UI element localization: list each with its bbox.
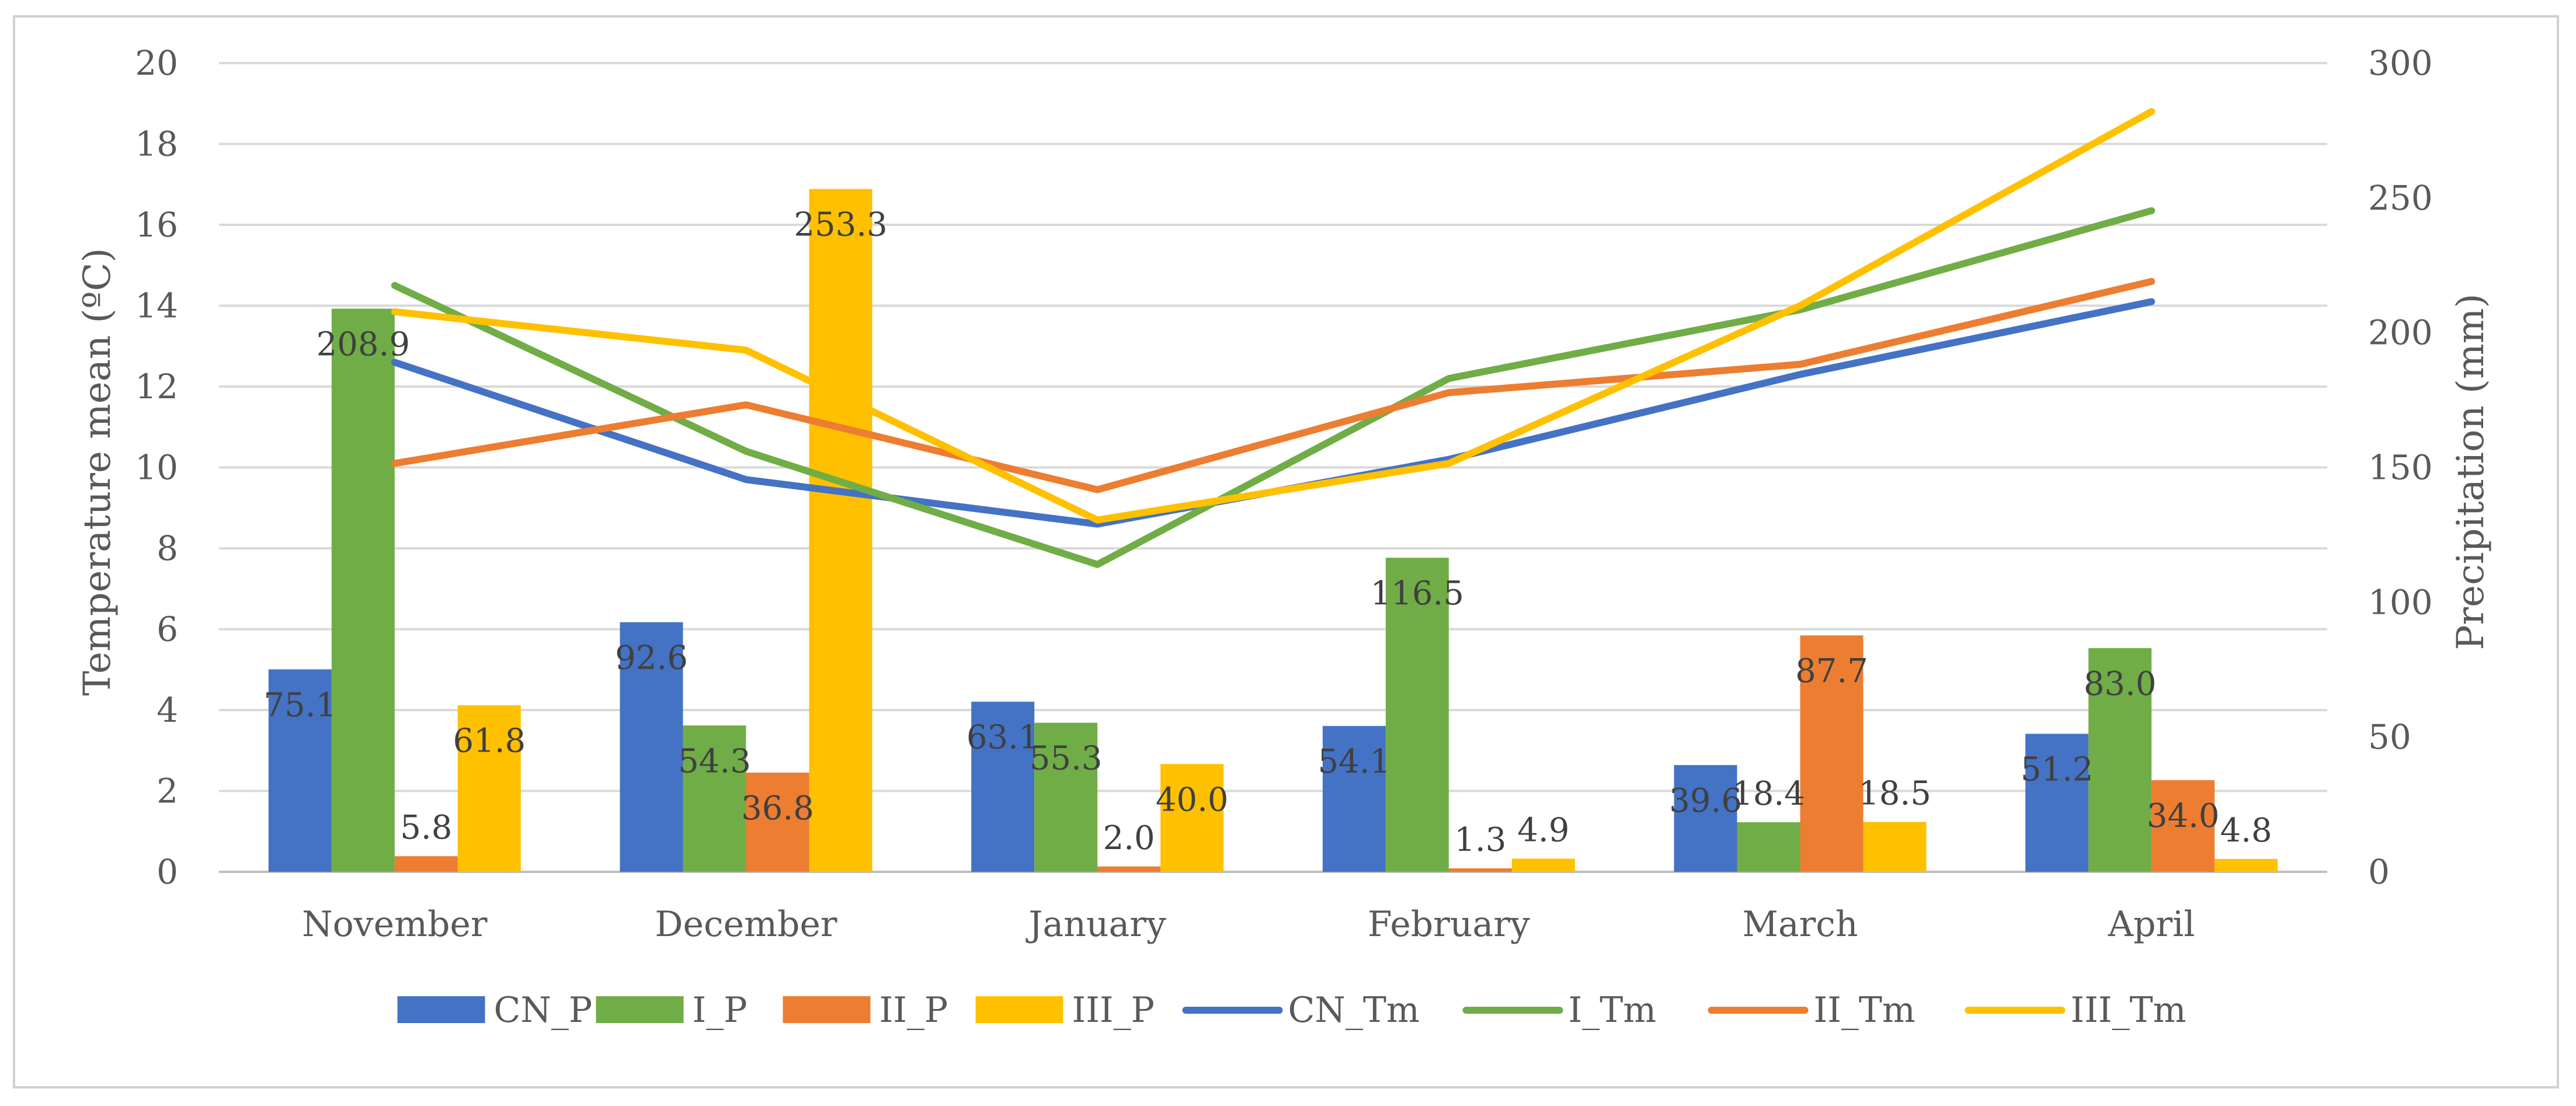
legend-label: III_Tm <box>2071 990 2186 1031</box>
data-label: 36.8 <box>741 789 814 827</box>
legend-label: CN_P <box>494 990 593 1031</box>
data-label: 39.6 <box>1669 782 1742 820</box>
data-label: 87.7 <box>1795 652 1868 690</box>
bar-cn-p <box>620 622 683 872</box>
bar-iii-p <box>2215 858 2278 872</box>
bar-ii-p <box>1800 635 1864 872</box>
bar-cn-p <box>1674 765 1737 872</box>
y-tick-label: 10 <box>135 448 178 488</box>
left-axis-ticks: 0 2 4 6 8 10 12 14 16 18 20 <box>135 43 178 892</box>
x-tick-label: November <box>302 904 488 945</box>
line-i-tm <box>391 207 2156 568</box>
y2-tick-label: 0 <box>2368 852 2390 892</box>
x-tick-label: March <box>1742 904 1858 945</box>
bar-i-p <box>2088 648 2152 872</box>
x-tick-label: April <box>2108 904 2195 945</box>
y-tick-label: 4 <box>157 690 178 730</box>
y2-tick-label: 300 <box>2368 43 2433 83</box>
category-axis: November December January February March Apri… <box>302 904 2195 945</box>
data-label: 208.9 <box>317 326 410 364</box>
legend-label: II_P <box>879 990 948 1031</box>
bar-ii-p <box>2151 780 2215 872</box>
bar-ii-p <box>1448 868 1512 872</box>
y-tick-label: 20 <box>135 43 178 83</box>
line-series <box>391 108 2156 568</box>
y-tick-label: 12 <box>135 367 178 406</box>
bar-iii-p <box>457 705 521 872</box>
legend-label: II_Tm <box>1814 990 1916 1031</box>
y-tick-label: 6 <box>157 610 178 649</box>
bar-cn-p <box>268 669 332 872</box>
legend-label: I_Tm <box>1569 990 1657 1031</box>
x-tick-label: December <box>655 904 837 945</box>
bar-iii-p <box>1863 822 1927 872</box>
y2-tick-label: 250 <box>2368 178 2433 218</box>
right-axis-ticks: 0 50 100 150 200 250 300 <box>2368 43 2433 892</box>
y2-tick-label: 100 <box>2368 582 2433 622</box>
data-label: 63.1 <box>967 719 1040 757</box>
y-tick-label: 8 <box>157 528 178 568</box>
y-tick-label: 2 <box>157 771 178 811</box>
data-label: 92.6 <box>615 639 688 677</box>
bar-ii-p <box>746 773 809 872</box>
y-tick-label: 0 <box>157 852 178 892</box>
y2-tick-label: 150 <box>2368 448 2433 488</box>
data-label: 83.0 <box>2084 665 2157 703</box>
data-label: 55.3 <box>1030 740 1103 778</box>
bar-i-p <box>331 308 395 872</box>
y2-tick-label: 200 <box>2368 313 2433 353</box>
data-label: 2.0 <box>1103 819 1155 857</box>
data-label: 40.0 <box>1156 781 1229 819</box>
legend: CN_P I_P II_P III_P CN_Tm I_Tm II_Tm III_Tm <box>397 990 2186 1031</box>
legend-swatch-ii-p <box>783 996 871 1023</box>
bar-ii-p <box>1097 866 1161 872</box>
right-axis-title: Precipitation (mm) <box>2449 294 2492 651</box>
bar-i-p <box>683 725 746 872</box>
y2-tick-label: 50 <box>2368 717 2411 757</box>
data-label: 5.8 <box>400 809 452 847</box>
legend-swatch-cn-p <box>397 996 485 1023</box>
data-label: 4.9 <box>1517 811 1569 849</box>
bar-cn-p <box>2025 733 2089 872</box>
y-tick-label: 18 <box>135 124 178 164</box>
bar-cn-p <box>1322 726 1386 872</box>
bar-iii-p <box>809 189 872 872</box>
data-label: 253.3 <box>794 206 887 244</box>
bar-i-p <box>1034 722 1098 872</box>
bar-iii-p <box>1511 858 1575 872</box>
data-label: 75.1 <box>263 686 336 724</box>
data-label: 116.5 <box>1371 575 1464 613</box>
data-label: 1.3 <box>1454 821 1506 859</box>
x-tick-label: January <box>1025 904 1166 945</box>
y-tick-label: 16 <box>135 205 178 245</box>
x-tick-label: February <box>1368 904 1530 945</box>
legend-label: I_P <box>693 990 748 1031</box>
legend-label: CN_Tm <box>1288 990 1420 1031</box>
legend-swatch-i-p <box>596 996 684 1023</box>
bar-cn-p <box>971 701 1035 872</box>
data-label: 34.0 <box>2147 797 2220 835</box>
data-label: 18.5 <box>1858 775 1931 813</box>
chart-frame <box>13 15 2559 1088</box>
data-label: 54.3 <box>678 742 751 780</box>
data-label: 51.2 <box>2021 751 2094 789</box>
line-ii-tm <box>391 277 2156 493</box>
y-tick-label: 14 <box>135 286 178 326</box>
legend-label: III_P <box>1072 990 1155 1031</box>
gridlines <box>219 62 2327 873</box>
data-label: 61.8 <box>453 722 526 760</box>
legend-swatch-iii-p <box>975 996 1063 1023</box>
bar-i-p <box>1737 822 1800 872</box>
bar-i-p <box>1385 558 1449 872</box>
bar-ii-p <box>394 856 458 872</box>
data-label: 4.8 <box>2220 812 2272 850</box>
line-iii-tm <box>391 108 2156 524</box>
data-label: 54.1 <box>1317 743 1390 781</box>
left-axis-title: Temperature mean (ºC) <box>76 248 119 696</box>
bar-iii-p <box>1160 764 1224 872</box>
data-label: 18.4 <box>1732 775 1805 813</box>
data-labels: 75.1 92.6 63.1 54.1 39.6 51.2 208.9 54.3 55.3 116… <box>263 206 2272 859</box>
bar-series <box>268 189 2278 872</box>
